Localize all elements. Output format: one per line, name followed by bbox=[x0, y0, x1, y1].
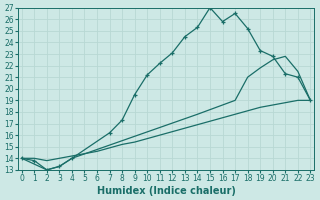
X-axis label: Humidex (Indice chaleur): Humidex (Indice chaleur) bbox=[97, 186, 236, 196]
